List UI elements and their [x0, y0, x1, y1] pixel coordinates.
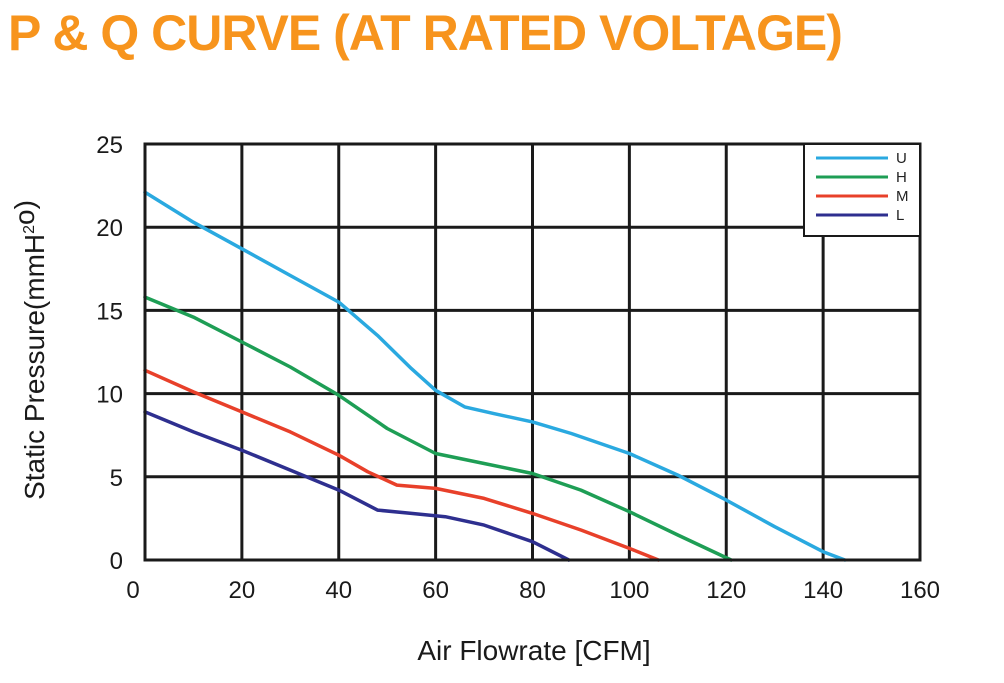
legend-label-U: U [896, 150, 907, 167]
y-tick-label-15: 15 [96, 298, 123, 325]
chart-title: P & Q CURVE (AT RATED VOLTAGE) [8, 5, 843, 61]
y-tick-label-5: 5 [110, 465, 123, 492]
y-tick-label-10: 10 [96, 382, 123, 409]
plot-frame [143, 142, 922, 562]
x-tick-label-120: 120 [706, 577, 746, 604]
y-tick-label-20: 20 [96, 215, 123, 242]
x-tick-label-0: 0 [126, 577, 139, 604]
series-line-M [143, 368, 661, 562]
series-lines [143, 190, 847, 562]
y-tick-label-0: 0 [110, 548, 123, 575]
series-line-H [143, 295, 733, 562]
x-tick-label-80: 80 [519, 577, 546, 604]
y-axis-label: Static Pressure(mmH2o) [9, 200, 50, 500]
x-axis-label: Air Flowrate [CFM] [417, 635, 650, 666]
y-tick-label-25: 25 [96, 132, 123, 159]
x-tick-label-60: 60 [422, 577, 449, 604]
plot-border [143, 142, 922, 562]
x-tick-label-40: 40 [325, 577, 352, 604]
x-tick-label-140: 140 [803, 577, 843, 604]
x-tick-label-100: 100 [609, 577, 649, 604]
x-tick-label-20: 20 [229, 577, 256, 604]
legend-label-L: L [896, 207, 904, 224]
legend-label-M: M [896, 188, 909, 205]
series-line-L [143, 410, 571, 562]
legend-label-H: H [896, 169, 907, 186]
series-line-U [143, 190, 847, 562]
tick-labels: 0 20 40 60 80 100 120 140 160 0 5 10 15 20 25 [96, 132, 940, 604]
x-tick-label-160: 160 [900, 577, 940, 604]
